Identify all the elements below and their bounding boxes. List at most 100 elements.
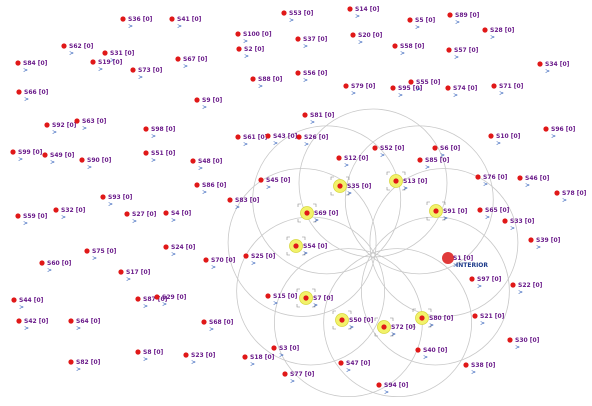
node[interactable]: S19 [0]> bbox=[90, 59, 123, 73]
node[interactable]: S3 [0]> bbox=[271, 345, 300, 359]
node[interactable]: S1 [0]>INTERIOR bbox=[442, 252, 488, 269]
node[interactable]: S59 [0]> bbox=[15, 213, 48, 227]
node[interactable]: S47 [0]> bbox=[338, 360, 371, 374]
node[interactable]: S35 [0]> bbox=[330, 176, 372, 197]
node[interactable]: S40 [0]> bbox=[415, 347, 448, 361]
node[interactable]: S53 [0]> bbox=[281, 10, 314, 24]
node[interactable]: S43 [0]> bbox=[265, 133, 298, 147]
node[interactable]: S13 [0]> bbox=[386, 171, 428, 192]
node[interactable]: S60 [0]> bbox=[39, 260, 72, 274]
node[interactable]: S54 [0]> bbox=[286, 236, 328, 257]
node[interactable]: S32 [0]> bbox=[53, 207, 86, 221]
node[interactable]: S38 [0]> bbox=[463, 362, 496, 376]
node[interactable]: S48 [0]> bbox=[190, 158, 223, 172]
node[interactable]: S31 [0]> bbox=[102, 50, 135, 64]
node[interactable]: S81 [0]> bbox=[302, 112, 335, 126]
node[interactable]: S45 [0]> bbox=[258, 177, 291, 191]
node[interactable]: S85 [0]> bbox=[417, 157, 450, 171]
node[interactable]: S76 [0]> bbox=[475, 174, 508, 188]
node[interactable]: S14 [0]> bbox=[347, 6, 380, 20]
node[interactable]: S34 [0]> bbox=[537, 61, 570, 75]
node[interactable]: S41 [0]> bbox=[169, 16, 202, 30]
node[interactable]: S91 [0]> bbox=[426, 201, 468, 222]
node[interactable]: S21 [0]> bbox=[472, 313, 505, 327]
node[interactable]: S57 [0]> bbox=[446, 47, 479, 61]
node[interactable]: S71 [0]> bbox=[491, 83, 524, 97]
node[interactable]: S78 [0]> bbox=[554, 190, 587, 204]
node[interactable]: S89 [0]> bbox=[447, 12, 480, 26]
node[interactable]: S82 [0]> bbox=[68, 359, 101, 373]
node[interactable]: S87 [0]> bbox=[135, 296, 168, 310]
node[interactable]: S36 [0]> bbox=[120, 16, 153, 30]
node[interactable]: S83 [0]> bbox=[227, 197, 260, 211]
node[interactable]: S20 [0]> bbox=[350, 32, 383, 46]
node-caret: > bbox=[202, 189, 207, 196]
node[interactable]: S44 [0]> bbox=[11, 297, 44, 311]
node[interactable]: S29 [0]> bbox=[154, 294, 187, 308]
node[interactable]: S22 [0]> bbox=[510, 282, 543, 296]
node[interactable]: S80 [0]> bbox=[412, 308, 454, 329]
node[interactable]: S5 [0]> bbox=[407, 17, 436, 31]
node[interactable]: S63 [0]> bbox=[74, 118, 107, 132]
node[interactable]: S65 [0]> bbox=[477, 207, 510, 221]
node[interactable]: S23 [0]> bbox=[183, 352, 216, 366]
node[interactable]: S98 [0]> bbox=[143, 126, 176, 140]
node[interactable]: S74 [0]> bbox=[445, 85, 478, 99]
node[interactable]: S61 [0]> bbox=[235, 134, 268, 148]
node[interactable]: S50 [0]> bbox=[332, 310, 374, 331]
node[interactable]: S86 [0]> bbox=[194, 182, 227, 196]
node[interactable]: S33 [0]> bbox=[502, 218, 535, 232]
node[interactable]: S15 [0]> bbox=[265, 293, 298, 307]
node[interactable]: S69 [0]> bbox=[297, 203, 339, 224]
node[interactable]: S94 [0]> bbox=[376, 382, 409, 396]
node[interactable]: S67 [0]> bbox=[175, 56, 208, 70]
node[interactable]: S75 [0]> bbox=[84, 248, 117, 262]
node[interactable]: S37 [0]> bbox=[295, 36, 328, 50]
node[interactable]: S96 [0]> bbox=[543, 126, 576, 140]
node[interactable]: S26 [0]> bbox=[296, 134, 329, 148]
node[interactable]: S68 [0]> bbox=[201, 319, 234, 333]
node[interactable]: S56 [0]> bbox=[295, 70, 328, 84]
node[interactable]: S49 [0]> bbox=[42, 152, 75, 166]
node[interactable]: S99 [0]> bbox=[10, 149, 43, 163]
node[interactable]: S70 [0]> bbox=[203, 257, 236, 271]
node[interactable]: S25 [0]> bbox=[243, 253, 276, 267]
node[interactable]: S84 [0]> bbox=[15, 60, 48, 74]
node[interactable]: S9 [0]> bbox=[194, 97, 223, 111]
node-dot bbox=[407, 17, 413, 23]
node[interactable]: S55 [0]> bbox=[408, 79, 441, 93]
node[interactable]: S27 [0]> bbox=[124, 211, 157, 225]
node[interactable]: S2 [0]> bbox=[236, 46, 265, 60]
node[interactable]: S18 [0]> bbox=[242, 354, 275, 368]
node[interactable]: S58 [0]> bbox=[392, 43, 425, 57]
node[interactable]: S79 [0]> bbox=[343, 83, 376, 97]
node[interactable]: S6 [0]> bbox=[432, 145, 461, 159]
node[interactable]: S95 [0]> bbox=[390, 85, 423, 99]
node[interactable]: S51 [0]> bbox=[143, 150, 176, 164]
node[interactable]: S39 [0]> bbox=[528, 237, 561, 251]
node[interactable]: S92 [0]> bbox=[44, 122, 77, 136]
node[interactable]: S4 [0]> bbox=[163, 210, 192, 224]
node[interactable]: S88 [0]> bbox=[250, 76, 283, 90]
node[interactable]: S12 [0]> bbox=[336, 155, 369, 169]
node[interactable]: S46 [0]> bbox=[517, 175, 550, 189]
node[interactable]: S30 [0]> bbox=[507, 337, 540, 351]
node[interactable]: S52 [0]> bbox=[372, 145, 405, 159]
node[interactable]: S73 [0]> bbox=[130, 67, 163, 81]
node[interactable]: S62 [0]> bbox=[61, 43, 94, 57]
node[interactable]: S72 [0]> bbox=[374, 317, 416, 338]
node[interactable]: S28 [0]> bbox=[482, 27, 515, 41]
node[interactable]: S42 [0]> bbox=[16, 318, 49, 332]
node[interactable]: S17 [0]> bbox=[118, 269, 151, 283]
node[interactable]: S77 [0]> bbox=[282, 371, 315, 385]
node[interactable]: S64 [0]> bbox=[68, 318, 101, 332]
node[interactable]: S10 [0]> bbox=[488, 133, 521, 147]
node[interactable]: S8 [0]> bbox=[135, 349, 164, 363]
node[interactable]: S97 [0]> bbox=[469, 276, 502, 290]
node[interactable]: S7 [0]> bbox=[296, 288, 334, 309]
node[interactable]: S90 [0]> bbox=[79, 157, 112, 171]
node[interactable]: S24 [0]> bbox=[163, 244, 196, 258]
node[interactable]: S66 [0]> bbox=[16, 89, 49, 103]
node[interactable]: S93 [0]> bbox=[100, 194, 133, 208]
node[interactable]: S100 [0]> bbox=[235, 31, 272, 45]
